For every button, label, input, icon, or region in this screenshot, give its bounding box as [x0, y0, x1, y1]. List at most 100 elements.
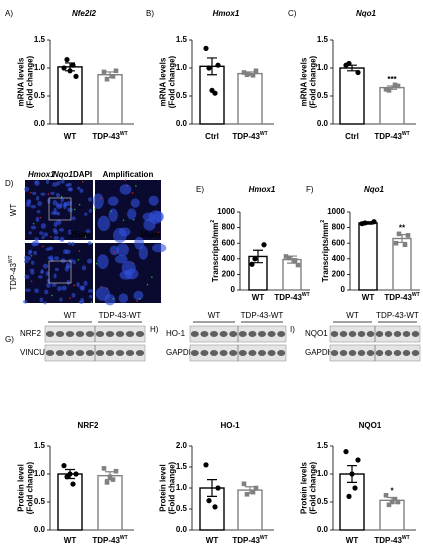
y-tick-label: 0.0: [176, 525, 188, 534]
nucleus: [55, 192, 61, 198]
y-tick-label: 1.5: [176, 35, 188, 44]
nucleus: [44, 289, 49, 295]
blot-band: [411, 331, 420, 337]
nucleus: [24, 186, 30, 192]
nucleus: [143, 218, 156, 231]
data-point: [386, 88, 392, 93]
y-tick-label: 400: [332, 254, 346, 263]
data-point: [261, 242, 267, 248]
nucleus: [22, 299, 28, 304]
x-tick-label-sup: WT: [302, 292, 310, 298]
nucleus: [42, 263, 49, 269]
nucleus: [46, 278, 51, 283]
blot-band: [45, 350, 55, 356]
blot-band: [339, 331, 348, 337]
x-tick-label-base: TDP-43: [374, 536, 402, 545]
signal: [136, 300, 138, 302]
data-point: [392, 82, 398, 88]
signal: [131, 192, 134, 194]
data-point: [253, 485, 259, 491]
stain-label: DAPI: [73, 170, 92, 179]
signal: [30, 280, 33, 283]
signal: [151, 276, 153, 278]
blot-band: [330, 331, 339, 337]
blot-band: [125, 350, 135, 356]
blot-row-label: NRF2: [20, 329, 41, 338]
data-point: [67, 68, 73, 74]
blot-band: [348, 331, 357, 337]
signal: [47, 193, 50, 195]
y-axis-label: mRNA levels: [159, 57, 168, 106]
x-tick-label-sup: WT: [402, 535, 410, 541]
signal: [90, 301, 93, 303]
blot-band: [65, 350, 75, 356]
bar: [379, 86, 405, 125]
y-tick-label: 1.0: [34, 63, 46, 72]
y-tick-label: 200: [332, 270, 346, 279]
nucleus: [80, 298, 85, 303]
nucleus: [83, 280, 88, 286]
signal: [122, 219, 125, 222]
nucleus: [108, 208, 118, 222]
data-point: [383, 492, 389, 498]
nucleus: [66, 200, 72, 207]
signal: [73, 284, 76, 287]
nucleus: [52, 199, 58, 206]
y-tick-label: 1.0: [317, 469, 329, 478]
y-axis-label: (Fold change): [26, 461, 35, 514]
nucleus: [116, 243, 129, 257]
data-point: [346, 60, 352, 67]
nucleus: [26, 199, 31, 205]
blot-band: [277, 350, 286, 356]
signal: [106, 287, 108, 290]
x-tick-label: TDP-43WT: [92, 131, 127, 141]
blot-band: [210, 350, 218, 356]
nucleus: [25, 288, 31, 292]
nucleus: [67, 207, 73, 213]
y-tick-label: 0.5: [34, 91, 46, 100]
x-tick-label-sup: WT: [402, 131, 410, 137]
panel-label: C): [288, 9, 297, 18]
nucleus: [26, 256, 32, 261]
nucleus: [51, 283, 57, 287]
blot-band: [105, 331, 115, 337]
blot-band: [339, 350, 348, 356]
y-tick-label: 1.5: [34, 35, 46, 44]
nucleus: [43, 232, 49, 237]
data-point: [206, 498, 212, 504]
error-bar: [207, 57, 217, 76]
y-axis-label: mRNA levels: [300, 57, 309, 106]
nucleus: [53, 211, 59, 215]
blot-band: [267, 331, 276, 337]
nucleus: [130, 198, 140, 208]
nucleus: [67, 187, 73, 192]
data-point: [283, 254, 289, 259]
x-tick-label: WT: [206, 536, 219, 545]
signal: [146, 283, 149, 286]
x-tick-label-sup: WT: [120, 535, 128, 541]
nucleus: [34, 288, 39, 294]
error-bar: [207, 479, 217, 497]
data-point: [349, 471, 355, 477]
data-point: [250, 489, 256, 495]
data-point: [286, 255, 292, 261]
panel-label: H): [150, 325, 159, 334]
bar: [97, 74, 123, 125]
signal: [50, 235, 52, 238]
nucleus: [142, 212, 155, 222]
scale-label: 10µm: [140, 230, 161, 239]
blot-band: [375, 350, 384, 356]
nucleus: [104, 294, 116, 306]
panel-label: D): [5, 179, 14, 188]
blot-band: [277, 331, 286, 337]
data-point: [203, 462, 209, 468]
signal: [124, 179, 127, 182]
nucleus: [109, 245, 119, 256]
y-tick-label: 1.0: [176, 63, 188, 72]
blot-band: [95, 350, 105, 356]
y-tick-label: 0.5: [176, 91, 188, 100]
y-axis-label-sup: 2: [210, 220, 216, 223]
row-label: WT: [9, 204, 18, 217]
y-tick-label: 2.0: [176, 441, 188, 450]
blot-band: [85, 331, 95, 337]
